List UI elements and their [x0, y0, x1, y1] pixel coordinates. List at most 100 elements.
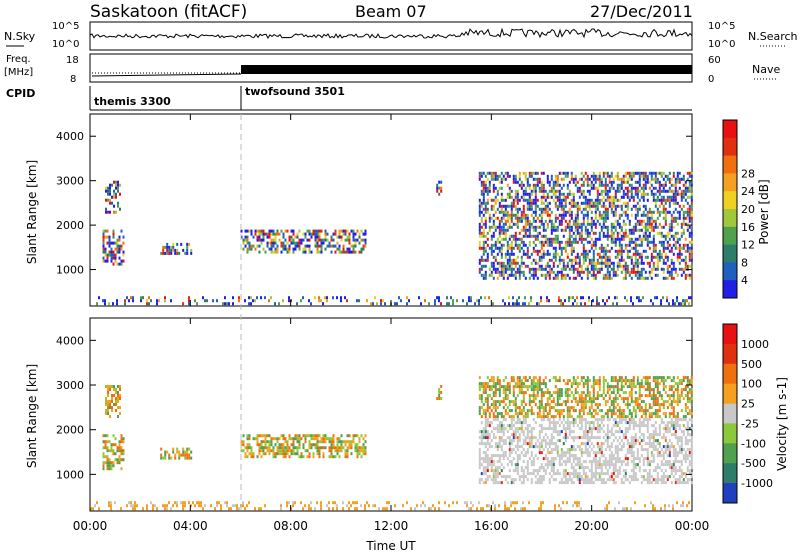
range-cell — [634, 204, 637, 208]
range-cell — [610, 234, 613, 238]
range-cell — [478, 382, 481, 386]
range-cell — [544, 204, 547, 208]
range-cell — [538, 177, 541, 181]
range-cell — [482, 427, 485, 431]
range-cell — [532, 472, 535, 476]
range-cell — [576, 475, 579, 479]
range-cell — [610, 415, 613, 419]
range-cell — [308, 229, 311, 233]
range-cell — [648, 261, 651, 265]
range-cell — [486, 243, 489, 247]
range-cell — [566, 261, 569, 265]
range-cell — [570, 177, 573, 181]
range-cell — [580, 376, 583, 380]
range-cell — [540, 216, 543, 220]
range-cell — [250, 449, 253, 453]
range-cell — [608, 177, 611, 181]
range-cell — [538, 436, 541, 440]
range-cell — [616, 177, 619, 181]
range-cell — [582, 391, 585, 395]
range-cell — [242, 238, 245, 242]
range-cell — [120, 449, 123, 453]
range-cell — [486, 231, 489, 235]
range-cell — [590, 481, 593, 485]
range-cell — [482, 186, 485, 190]
range-cell — [632, 439, 635, 443]
range-cell — [508, 189, 511, 193]
range-cell — [540, 388, 543, 392]
range-cell — [656, 180, 659, 184]
range-cell — [670, 219, 673, 223]
range-cell — [546, 207, 549, 211]
range-cell — [676, 174, 679, 178]
range-cell — [622, 400, 625, 404]
range-cell — [480, 183, 483, 187]
range-cell — [184, 456, 187, 460]
range-cell — [668, 195, 671, 199]
range-cell — [102, 250, 105, 254]
range-cell — [620, 228, 623, 232]
range-cell — [518, 249, 521, 253]
range-cell — [596, 442, 599, 446]
range-cell — [552, 225, 555, 229]
range-cell — [608, 258, 611, 262]
range-cell — [484, 430, 487, 434]
range-cell — [518, 457, 521, 461]
range-cell — [668, 249, 671, 253]
range-cell — [620, 460, 623, 464]
range-cell — [104, 253, 107, 257]
range-cell — [580, 225, 583, 229]
range-cell — [624, 427, 627, 431]
range-cell — [614, 225, 617, 229]
range-cell — [124, 299, 126, 303]
range-cell — [672, 234, 675, 238]
range-cell — [642, 436, 645, 440]
range-cell — [504, 228, 507, 232]
range-cell — [522, 391, 525, 395]
range-cell — [480, 189, 483, 193]
range-cell — [604, 400, 607, 404]
range-cell — [508, 296, 510, 300]
range-cell — [516, 469, 519, 473]
range-cell — [662, 225, 665, 229]
range-cell — [620, 177, 623, 181]
range-cell — [626, 460, 629, 464]
range-cell — [516, 189, 519, 193]
range-cell — [604, 433, 607, 437]
range-cell — [566, 412, 569, 416]
range-cell — [664, 246, 667, 250]
range-cell — [560, 409, 563, 413]
range-cell — [552, 397, 555, 401]
range-cell — [500, 421, 503, 425]
range-cell — [494, 198, 497, 202]
range-cell — [618, 261, 621, 265]
range-cell — [652, 249, 655, 253]
range-cell — [480, 296, 482, 300]
range-cell — [536, 406, 539, 410]
range-cell — [602, 216, 605, 220]
range-cell — [586, 267, 589, 271]
range-cell — [524, 264, 527, 268]
range-cell — [546, 237, 549, 241]
range-cell — [212, 299, 214, 303]
range-cell — [632, 198, 635, 202]
range-cell — [642, 225, 645, 229]
range-cell — [484, 466, 487, 470]
range-cell — [620, 213, 623, 217]
range-cell — [578, 231, 581, 235]
range-cell — [644, 183, 647, 187]
range-cell — [572, 466, 575, 470]
range-cell — [530, 189, 533, 193]
range-cell — [606, 409, 609, 413]
range-cell — [384, 302, 386, 306]
range-cell — [522, 183, 525, 187]
range-cell — [578, 195, 581, 199]
range-cell — [512, 478, 515, 482]
range-cell — [436, 183, 439, 187]
range-cell — [616, 469, 619, 473]
range-cell — [504, 204, 507, 208]
range-cell — [584, 421, 587, 425]
range-cell — [492, 183, 495, 187]
range-cell — [626, 201, 629, 205]
range-cell — [506, 412, 509, 416]
